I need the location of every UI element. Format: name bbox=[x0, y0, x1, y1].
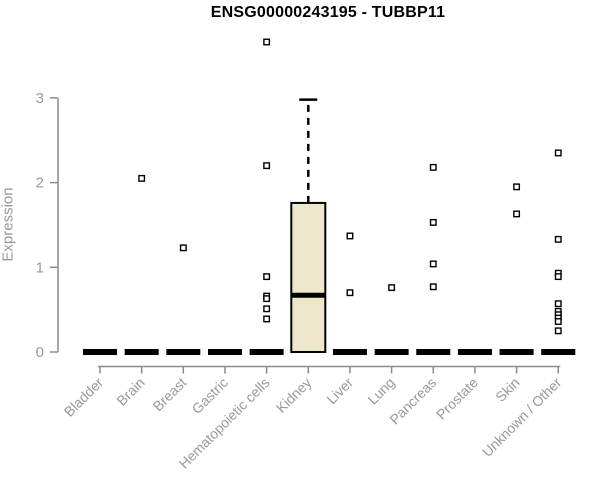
zero-median-bar bbox=[374, 349, 409, 355]
outlier-point bbox=[554, 327, 562, 335]
outlier-point bbox=[263, 295, 271, 303]
y-axis-tick-label: 1 bbox=[36, 259, 44, 276]
outlier-point bbox=[263, 273, 271, 281]
outlier-point bbox=[346, 232, 354, 240]
outlier-point bbox=[388, 284, 396, 292]
outlier-point bbox=[554, 235, 562, 243]
outlier-point bbox=[263, 305, 271, 313]
outlier-point bbox=[513, 210, 521, 218]
outlier-point bbox=[429, 163, 437, 171]
outlier-point bbox=[263, 162, 271, 170]
zero-median-bar bbox=[416, 349, 451, 355]
zero-median-bar bbox=[249, 349, 284, 355]
x-axis-tick-label: Bladder bbox=[61, 374, 107, 420]
x-axis-tick-label: Unknown / Other bbox=[479, 374, 565, 460]
outlier-point bbox=[429, 283, 437, 291]
zero-median-bar bbox=[541, 349, 576, 355]
outlier-point bbox=[554, 149, 562, 157]
outlier-point bbox=[179, 244, 187, 252]
x-axis-tick-label: Breast bbox=[150, 374, 190, 414]
x-axis-tick-label: Skin bbox=[492, 374, 523, 405]
outlier-point bbox=[554, 300, 562, 308]
x-axis-tick-label: Lung bbox=[364, 374, 397, 407]
x-axis-tick-label: Liver bbox=[323, 374, 356, 407]
zero-median-bar bbox=[207, 349, 242, 355]
x-axis-tick-label: Kidney bbox=[273, 374, 315, 416]
zero-median-bar bbox=[499, 349, 534, 355]
y-axis-tick-label: 3 bbox=[36, 90, 44, 107]
zero-median-bar bbox=[166, 349, 201, 355]
y-axis-tick-label: 0 bbox=[36, 344, 44, 361]
outlier-point bbox=[346, 289, 354, 297]
outlier-point bbox=[138, 174, 146, 182]
chart-title: ENSG00000243195 - TUBBP11 bbox=[210, 4, 446, 21]
y-axis-tick-label: 2 bbox=[36, 175, 44, 192]
zero-median-bar bbox=[124, 349, 159, 355]
box-rect bbox=[290, 201, 327, 353]
outlier-point bbox=[263, 38, 271, 46]
outlier-point bbox=[263, 315, 271, 323]
outlier-point bbox=[554, 318, 562, 325]
x-axis-tick-label: Brain bbox=[113, 374, 147, 408]
zero-median-bar bbox=[83, 349, 117, 355]
x-axis-tick-label: Prostate bbox=[433, 374, 481, 422]
outlier-point bbox=[429, 260, 437, 268]
outlier-point bbox=[554, 273, 562, 281]
outlier-point bbox=[429, 218, 437, 226]
outlier-point bbox=[513, 183, 521, 191]
zero-median-bar bbox=[332, 349, 367, 355]
zero-median-bar bbox=[457, 349, 492, 355]
